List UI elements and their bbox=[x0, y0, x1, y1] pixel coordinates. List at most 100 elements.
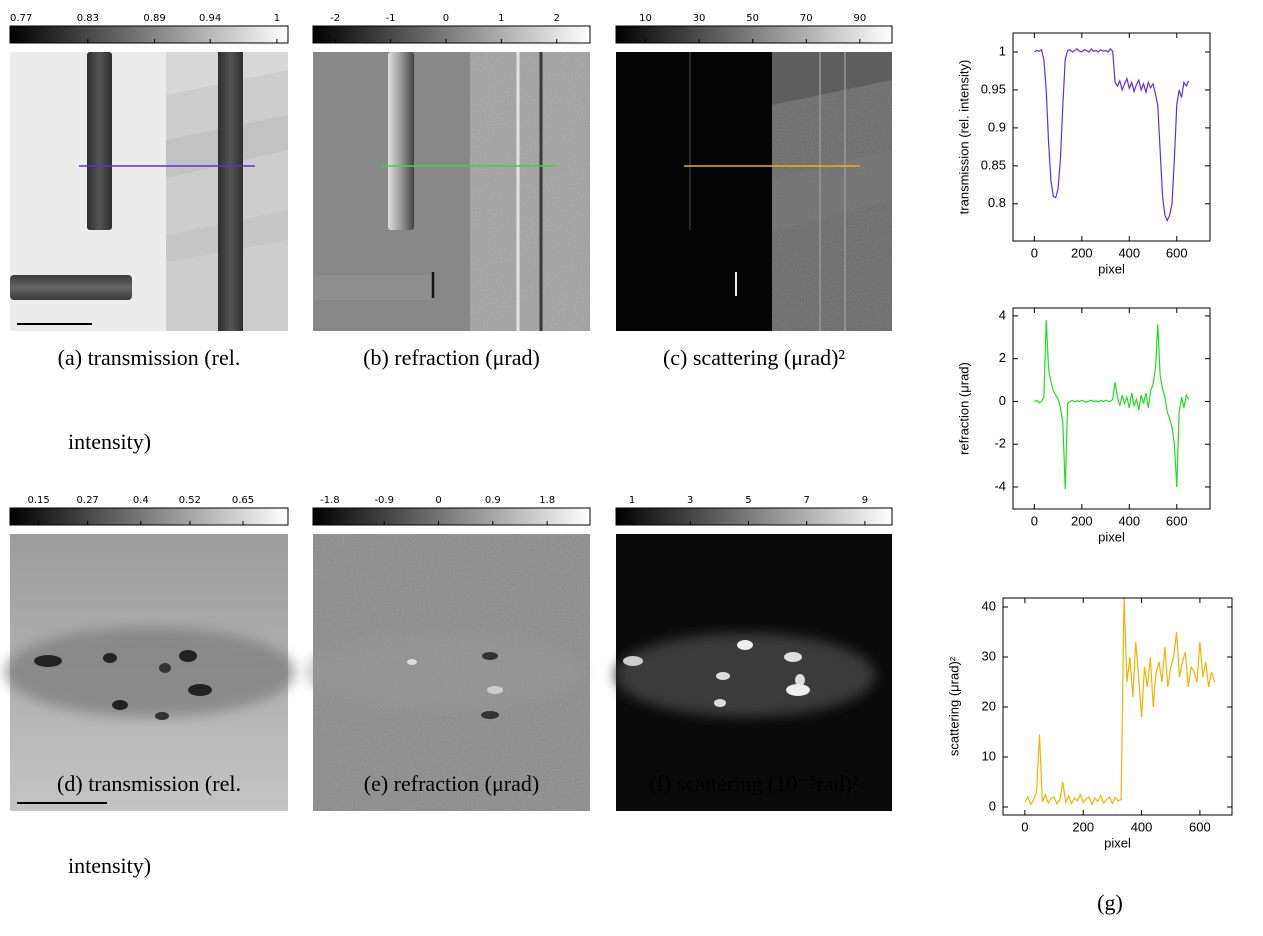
tissue-band bbox=[5, 627, 295, 717]
x-tick-label: 600 bbox=[1189, 819, 1211, 834]
colorbar-tick-label: 1.8 bbox=[539, 495, 555, 506]
blob bbox=[179, 650, 197, 662]
y-tick-label: 30 bbox=[982, 648, 996, 663]
colorbar bbox=[9, 25, 289, 44]
y-tick-label: 40 bbox=[982, 598, 996, 613]
blob bbox=[716, 672, 730, 680]
x-axis-label: pixel bbox=[1104, 835, 1131, 850]
colorbar-tick-label: 0.77 bbox=[10, 13, 32, 24]
y-tick-label: 0.8 bbox=[988, 195, 1006, 210]
plot-frame bbox=[1012, 32, 1211, 242]
image-f bbox=[615, 534, 892, 811]
colorbar-tick-label: 0.89 bbox=[143, 13, 165, 24]
caption: (c) scattering (μrad)² bbox=[663, 345, 845, 370]
y-tick-label: 0.95 bbox=[981, 81, 1006, 96]
colorbar-tick-label: 90 bbox=[853, 13, 866, 24]
y-axis-label: transmission (rel. intensity) bbox=[956, 60, 971, 215]
colorbar-tick-label: 0.4 bbox=[133, 495, 149, 506]
colorbar-tick-label: 2 bbox=[554, 13, 560, 24]
x-tick-label: 400 bbox=[1131, 819, 1153, 834]
blob bbox=[623, 656, 643, 666]
blob bbox=[786, 684, 810, 696]
caption: intensity) bbox=[68, 853, 151, 878]
colorbar-tick-label: 0.27 bbox=[77, 495, 99, 506]
colorbar-tick-label: 0.52 bbox=[179, 495, 201, 506]
y-tick-label: 20 bbox=[982, 698, 996, 713]
rod bbox=[10, 275, 132, 300]
colorbar-tick-label: -1 bbox=[386, 13, 396, 24]
colorbar-tick-label: 50 bbox=[746, 13, 759, 24]
colorbar bbox=[615, 25, 893, 44]
colorbar bbox=[9, 507, 289, 526]
caption: (b) refraction (μrad) bbox=[363, 345, 540, 370]
image-c bbox=[616, 52, 892, 331]
colorbar-tick-label: 0 bbox=[435, 495, 441, 506]
x-axis-label: pixel bbox=[1098, 529, 1125, 544]
image-e bbox=[305, 534, 590, 811]
blob bbox=[155, 712, 169, 720]
rod bbox=[87, 52, 112, 230]
colorbar bbox=[615, 507, 893, 526]
rod bbox=[388, 52, 414, 230]
colorbar-tick-label: -1.8 bbox=[320, 495, 340, 506]
colorbar bbox=[312, 25, 591, 44]
colorbar-tick-label: 1 bbox=[274, 13, 280, 24]
data-line bbox=[1024, 596, 1216, 807]
x-tick-label: 600 bbox=[1166, 245, 1188, 260]
blob bbox=[188, 684, 212, 696]
y-tick-label: 4 bbox=[999, 307, 1006, 322]
y-tick-label: 0 bbox=[989, 798, 996, 813]
caption: (e) refraction (μrad) bbox=[364, 771, 539, 796]
x-tick-label: 400 bbox=[1118, 513, 1140, 528]
blob bbox=[714, 699, 726, 707]
data-line bbox=[1034, 320, 1190, 490]
colorbar-tick-label: 9 bbox=[862, 495, 868, 506]
y-axis-label: scattering (μrad)² bbox=[946, 656, 961, 756]
colorbar-tick-label: -0.9 bbox=[374, 495, 394, 506]
y-tick-label: 1 bbox=[999, 43, 1006, 58]
data-line bbox=[1034, 48, 1190, 222]
caption: (a) transmission (rel. bbox=[58, 345, 241, 370]
x-tick-label: 400 bbox=[1118, 245, 1140, 260]
colorbar-tick-label: 3 bbox=[687, 495, 693, 506]
caption: (d) transmission (rel. bbox=[57, 771, 241, 796]
colorbar-tick-label: 0.9 bbox=[485, 495, 501, 506]
colorbar-tick-label: 0.83 bbox=[77, 13, 99, 24]
colorbar-tick-label: 30 bbox=[693, 13, 706, 24]
tissue-band bbox=[305, 632, 585, 712]
colorbar-tick-label: 70 bbox=[800, 13, 813, 24]
colorbar-tick-label: 10 bbox=[639, 13, 652, 24]
caption: intensity) bbox=[68, 429, 151, 454]
image-a bbox=[10, 52, 288, 331]
y-tick-label: -2 bbox=[994, 436, 1006, 451]
blob bbox=[159, 663, 171, 673]
x-tick-label: 600 bbox=[1166, 513, 1188, 528]
y-tick-label: 0.9 bbox=[988, 119, 1006, 134]
colorbar-tick-label: 0.94 bbox=[199, 13, 221, 24]
plot-frame bbox=[1002, 597, 1233, 816]
rod bbox=[218, 52, 243, 331]
colorbar-tick-label: 0.65 bbox=[232, 495, 254, 506]
rod bbox=[313, 275, 433, 300]
colorbar-tick-label: -2 bbox=[330, 13, 340, 24]
x-tick-label: 200 bbox=[1072, 819, 1094, 834]
y-tick-label: 0 bbox=[999, 393, 1006, 408]
colorbar-tick-label: 1 bbox=[629, 495, 635, 506]
tissue-band bbox=[615, 633, 875, 717]
caption: (f) scattering (10⁻⁵rad)² bbox=[649, 771, 859, 796]
blob bbox=[795, 674, 805, 686]
colorbar bbox=[312, 507, 591, 526]
image-d bbox=[5, 534, 295, 811]
x-tick-label: 0 bbox=[1031, 513, 1038, 528]
band bbox=[772, 52, 892, 105]
x-axis-label: pixel bbox=[1098, 261, 1125, 276]
colorbar-tick-label: 5 bbox=[745, 495, 751, 506]
blob bbox=[481, 711, 499, 719]
x-tick-label: 200 bbox=[1071, 245, 1093, 260]
x-tick-label: 0 bbox=[1021, 819, 1028, 834]
blob bbox=[482, 652, 498, 660]
plot-frame bbox=[1012, 307, 1211, 510]
band bbox=[772, 150, 892, 232]
blob bbox=[407, 659, 417, 665]
